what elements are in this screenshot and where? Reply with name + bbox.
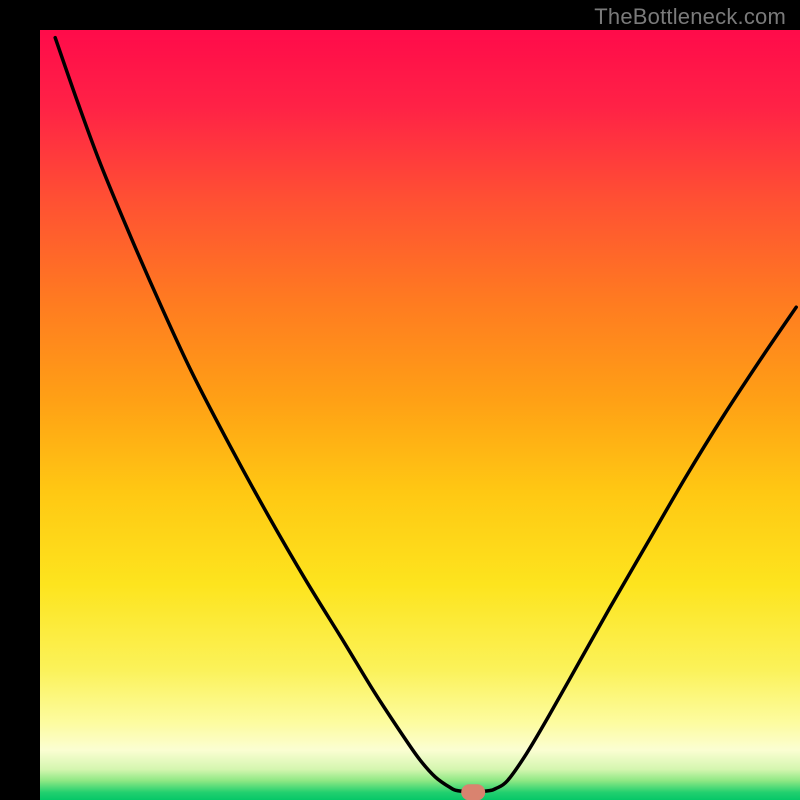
optimal-marker — [461, 784, 485, 800]
bottleneck-chart — [0, 0, 800, 800]
watermark-text: TheBottleneck.com — [594, 4, 786, 30]
plot-background — [40, 30, 800, 800]
